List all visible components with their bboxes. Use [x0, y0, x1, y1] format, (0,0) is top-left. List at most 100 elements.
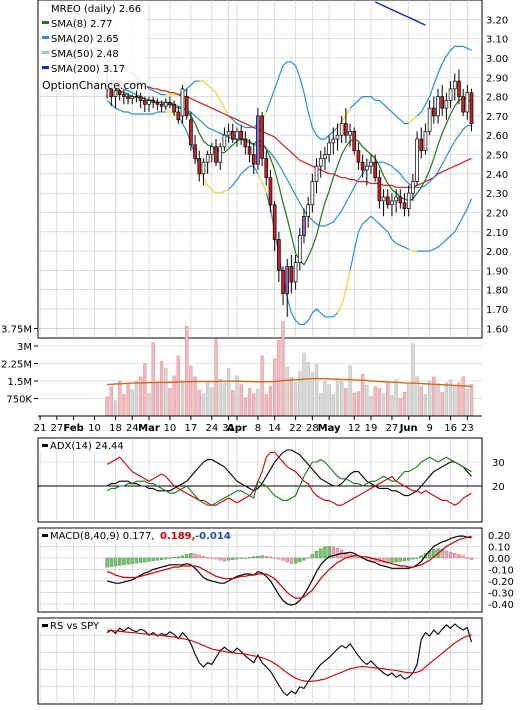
rs-title-bg — [39, 619, 101, 632]
adx-title-swatch — [42, 444, 48, 447]
candle-body — [117, 90, 122, 95]
volume-bar — [369, 395, 373, 417]
price-panel: 3.20 3.10 3.00 2.90 2.80 2.70 2.60 2.50 2.40 2.30… — [37, 0, 508, 339]
date-label: Mar — [138, 423, 160, 434]
macd-histogram-bar — [356, 556, 361, 559]
macd-histogram-bar — [189, 553, 193, 559]
macd-histogram-bar — [310, 554, 315, 559]
volume-bar — [327, 384, 331, 417]
volume-bar — [147, 392, 151, 417]
candle-body — [184, 96, 189, 117]
date-label: 21 — [34, 423, 47, 434]
macd-histogram-bar — [134, 557, 139, 564]
price-y-tick: 2.80 — [486, 93, 508, 104]
volume-bar — [340, 381, 344, 417]
adx-series-line-0 — [106, 449, 472, 497]
volume-bar — [222, 382, 227, 417]
candle-body — [364, 165, 369, 171]
macd-histogram-value: -0.014 — [195, 531, 231, 542]
candle-body — [381, 196, 386, 202]
volume-bar — [323, 380, 327, 417]
candle-body — [251, 154, 256, 165]
volume-bar — [398, 398, 402, 417]
candle-body — [172, 103, 176, 113]
volume-bar — [105, 396, 109, 417]
legend-entry: SMA(8) 2.77 — [51, 19, 112, 30]
adx-y-tick: 20 — [492, 482, 505, 493]
sma50-line — [107, 80, 472, 188]
macd-histogram-bar — [243, 557, 248, 559]
adx-series-line-2 — [106, 456, 472, 506]
volume-bar — [411, 343, 415, 417]
rs-line-0 — [106, 623, 473, 697]
macd-histogram-bar — [293, 557, 298, 564]
candle-body — [159, 103, 164, 107]
candle-body — [415, 138, 419, 182]
volume-bar — [214, 338, 218, 417]
volume-bar — [335, 379, 340, 417]
volume-bar — [365, 385, 369, 417]
volume-bar — [277, 339, 281, 417]
macd-histogram-bar — [109, 557, 113, 567]
macd-title-swatch — [42, 534, 48, 537]
volume-bar — [306, 362, 310, 417]
price-y-tick: 2.40 — [486, 170, 508, 181]
volume-bar — [457, 382, 461, 417]
candle-body — [344, 123, 348, 136]
candle-body — [423, 130, 428, 152]
date-label: 10 — [88, 423, 101, 434]
watermark-text: OptionChance.com — [42, 79, 147, 92]
bollinger-lower-highlight-0 — [165, 111, 179, 117]
macd-histogram-bar — [285, 557, 289, 563]
macd-histogram-bar — [164, 557, 168, 560]
volume-bar — [402, 392, 407, 417]
volume-bar — [205, 381, 210, 417]
candle-body — [205, 154, 210, 163]
price-y-tick: 2.10 — [486, 228, 508, 239]
macd-histogram-bar — [218, 557, 222, 561]
price-y-tick: 2.30 — [486, 189, 508, 200]
macd-histogram-bar — [143, 557, 147, 563]
volume-bar — [164, 367, 168, 417]
volume-bar — [427, 381, 432, 417]
legend-entry: SMA(20) 2.65 — [51, 34, 119, 45]
candle-body — [398, 196, 403, 204]
candle-body — [348, 130, 352, 136]
macd-histogram-bar — [151, 557, 155, 561]
candle-body — [113, 90, 118, 97]
date-label: May — [318, 423, 341, 434]
volume-bar — [218, 378, 222, 417]
candle-body — [122, 94, 126, 97]
macd-y-tick: -0.30 — [488, 588, 514, 599]
macd-histogram-bar — [126, 557, 130, 565]
rs-panel: RS vs SPY — [37, 617, 483, 705]
date-label: Apr — [227, 423, 247, 434]
volume-bar — [231, 390, 235, 417]
candle-body — [385, 196, 390, 206]
macd-histogram-bar — [197, 554, 201, 559]
candle-body — [436, 96, 440, 117]
candle-body — [469, 92, 474, 124]
volume-y-tick: 750K — [6, 395, 32, 406]
date-label: 24 — [126, 423, 139, 434]
candle-body — [356, 150, 361, 163]
candle-body — [306, 204, 310, 217]
candle-body — [432, 107, 436, 117]
date-label: 19 — [365, 423, 378, 434]
macd-histogram-bar — [461, 555, 465, 559]
candle-body — [235, 130, 239, 140]
adx-title: ADX(14) 24.44 — [50, 441, 124, 452]
volume-y-tick: 2.25M — [1, 360, 32, 371]
macd-y-tick: -0.20 — [488, 577, 514, 588]
macd-histogram-bar — [176, 556, 180, 559]
candle-body — [411, 181, 415, 194]
candle-body — [331, 138, 336, 144]
macd-histogram-bar — [335, 547, 340, 559]
macd-histogram-bar — [457, 554, 461, 559]
candle-body — [134, 96, 139, 98]
legend-entry: MREO (daily) 2.66 — [51, 4, 141, 15]
macd-y-tick: -0.40 — [488, 600, 514, 611]
volume-bar — [118, 381, 122, 417]
volume-y-tick: 3M — [17, 342, 32, 353]
volume-bar — [260, 355, 264, 417]
